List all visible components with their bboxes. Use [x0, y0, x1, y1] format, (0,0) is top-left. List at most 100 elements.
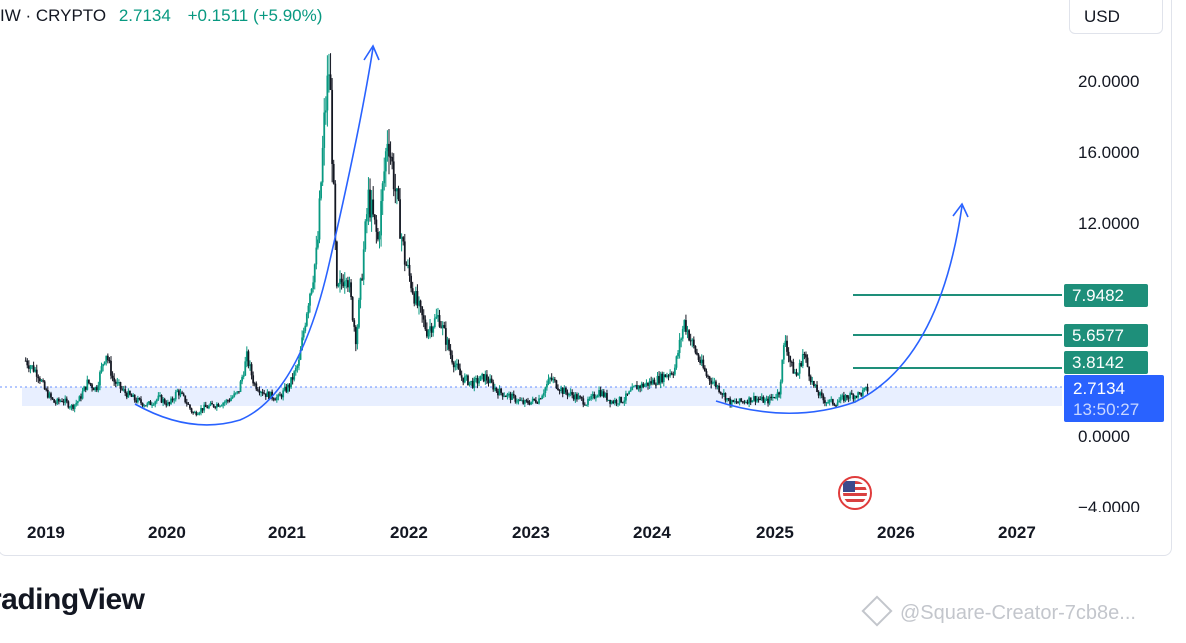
candle-body: [587, 398, 589, 405]
candle-body: [261, 391, 264, 394]
candle-body: [479, 375, 482, 381]
candle-body: [339, 278, 341, 285]
candle-body: [639, 385, 642, 389]
candle-body: [828, 399, 831, 403]
candle-body: [39, 378, 41, 382]
candle-body: [555, 380, 558, 389]
candle-body: [764, 399, 766, 403]
candle-body: [56, 398, 59, 404]
candle-body: [433, 318, 436, 327]
candle-body: [598, 390, 600, 396]
candle-body: [528, 403, 531, 405]
candle-body: [487, 380, 490, 384]
candle-body: [258, 390, 261, 393]
candle-body: [236, 391, 239, 393]
candle-body: [520, 400, 523, 402]
candle-body: [196, 414, 199, 416]
candle-body: [391, 157, 394, 162]
candle-body: [572, 395, 575, 400]
candle-body: [798, 363, 801, 374]
candle-body: [108, 360, 111, 362]
candle-body: [375, 219, 378, 232]
candle-body: [836, 402, 839, 406]
candle-body: [752, 396, 755, 401]
us-flag-icon[interactable]: [838, 476, 872, 510]
candle-body: [541, 395, 544, 399]
candle-body: [844, 395, 847, 401]
candle-body: [664, 374, 667, 378]
candle-body: [760, 396, 763, 400]
candle-body: [658, 375, 660, 384]
candle-body: [670, 373, 673, 375]
candle-body: [580, 396, 583, 399]
candle-body: [271, 391, 274, 399]
candle-body: [620, 396, 623, 403]
candle-body: [356, 327, 359, 345]
candle-body: [460, 375, 463, 378]
candle-body: [527, 400, 529, 404]
candle-body: [228, 400, 231, 402]
candle-body: [174, 391, 177, 400]
candle-body: [291, 377, 294, 380]
candle-body: [215, 404, 218, 408]
candle-body: [438, 315, 441, 327]
candle-body: [307, 305, 310, 314]
candle-body: [208, 405, 210, 409]
candle-body: [625, 393, 627, 401]
candle-body: [403, 241, 406, 265]
candle-body: [448, 339, 450, 350]
candle-body: [117, 382, 120, 384]
currency-button[interactable]: USD: [1069, 0, 1163, 34]
candle-body: [778, 392, 781, 395]
candle-body: [636, 385, 638, 390]
candle-body: [294, 368, 297, 372]
candle-body: [803, 354, 806, 356]
candle-body: [192, 411, 195, 414]
candle-body: [190, 408, 193, 412]
candle-body: [468, 381, 471, 386]
candle-body: [365, 214, 368, 222]
candle-body: [610, 401, 613, 404]
candle-body: [238, 391, 240, 393]
symbol-change: +0.1511 (+5.90%): [187, 6, 323, 25]
x-tick: 2020: [148, 523, 186, 542]
candle-body: [250, 364, 253, 376]
candle-body: [850, 393, 853, 395]
candle-body: [279, 394, 281, 396]
candle-body: [824, 400, 826, 404]
candle-body: [407, 264, 409, 266]
candle-body: [364, 221, 367, 250]
candle-body: [470, 380, 473, 382]
candle-body: [831, 399, 834, 405]
candle-body: [489, 378, 491, 384]
candle-body: [748, 397, 751, 404]
creator-watermark: @Square-Creator-7cb8e...: [861, 595, 1136, 627]
candle-body: [588, 398, 591, 400]
candle-body: [178, 390, 180, 396]
candle-body: [367, 189, 370, 215]
candle-body: [814, 384, 817, 387]
candle-body: [140, 399, 142, 403]
candle-body: [705, 371, 708, 376]
candle-body: [792, 362, 795, 374]
candle-body: [629, 390, 632, 392]
tradingview-logo-text: radingView: [0, 583, 145, 616]
candle-body: [838, 400, 841, 403]
candle-body: [711, 382, 714, 384]
x-tick: 2022: [390, 523, 428, 542]
candle-body: [602, 391, 605, 397]
candle-body: [95, 387, 98, 391]
candle-body: [490, 378, 493, 383]
candle-body: [40, 380, 43, 382]
candle-body: [564, 387, 567, 393]
candle-body: [437, 315, 439, 317]
candle-body: [219, 405, 221, 407]
candle-body: [473, 378, 476, 388]
candle-body: [506, 393, 509, 397]
candle-body: [159, 395, 161, 397]
candle-body: [855, 396, 858, 398]
candle-body: [542, 392, 545, 396]
candle-body: [61, 400, 63, 402]
candle-body: [73, 404, 76, 409]
